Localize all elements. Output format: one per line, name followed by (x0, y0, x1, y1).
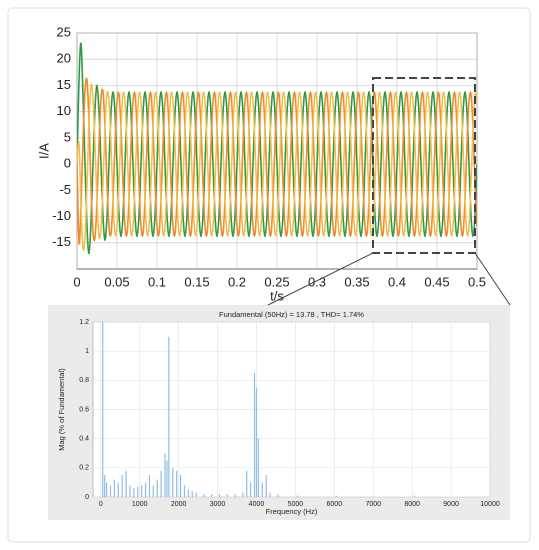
x-tick-label: 3000 (210, 501, 226, 508)
bar (133, 488, 135, 497)
fft-chart: 0 1000 2000 3000 4000 5000 6000 7000 8000 9000 100… (57, 310, 500, 516)
chart-title: Fundamental (50Hz) = 13.78 , THD= 1.74% (219, 310, 364, 319)
bar (113, 479, 116, 497)
bar (125, 470, 127, 497)
x-tick-label: 4000 (249, 501, 265, 508)
bar (156, 479, 158, 497)
x-tick-label: 0.4 (388, 274, 406, 289)
y-tick-label: 1.2 (79, 319, 89, 326)
bar (152, 485, 154, 497)
bar (148, 475, 151, 497)
bar (226, 494, 228, 497)
x-tick-label: 0.15 (184, 274, 209, 289)
bar (109, 485, 112, 497)
y-tick-label: 0.2 (79, 465, 89, 472)
y-tick-label: 10 (57, 103, 71, 118)
zoom-box (372, 77, 476, 254)
x-tick-label: 0.35 (344, 274, 369, 289)
y-tick-label: 0 (64, 156, 71, 171)
bar (179, 475, 182, 497)
x-tick-label: 7000 (365, 501, 381, 508)
bar (166, 460, 168, 497)
y-tick-label: -10 (52, 208, 71, 223)
y-tick-label: -5 (59, 182, 71, 197)
bar (277, 494, 279, 497)
y-tick-label: 1 (85, 348, 89, 355)
series-line (77, 77, 477, 245)
y-tick-label: -15 (52, 234, 71, 249)
bar (211, 494, 213, 497)
x-axis-label: Frequency (Hz) (266, 507, 318, 516)
bar (265, 475, 267, 497)
bar (257, 438, 260, 497)
y-tick-label: 25 (57, 24, 71, 39)
bar (269, 492, 271, 497)
x-tick-label: 0.05 (104, 274, 129, 289)
bar (413, 495, 415, 497)
frame (7, 7, 531, 543)
x-tick-label: 0.25 (264, 274, 289, 289)
zoom-connector (474, 252, 511, 306)
bar (102, 322, 104, 497)
x-tick-label: 1000 (132, 501, 148, 508)
x-tick-label: 0.3 (308, 274, 326, 289)
bar (172, 467, 174, 497)
x-tick-label: 2000 (171, 501, 187, 508)
top-chart: 0 0.05 0.1 0.15 0.2 0.25 0.3 0.35 0.4 0.45 0.5 -15 -… (36, 24, 486, 303)
bar (246, 470, 248, 497)
x-tick-label: 5000 (288, 501, 304, 508)
bar (234, 494, 236, 497)
bar (250, 482, 252, 497)
bar (121, 475, 123, 497)
bar (144, 482, 147, 497)
x-tick-label: 0 (99, 501, 103, 508)
bar (104, 475, 106, 497)
x-axis-label: t/s (270, 288, 284, 303)
y-tick-label: 0.8 (79, 377, 89, 384)
y-axis-label: Mag (% of Fundamental) (57, 368, 66, 451)
bar (176, 470, 178, 497)
bar (195, 492, 197, 497)
x-tick-label: 0 (73, 274, 80, 289)
bar (261, 482, 263, 497)
y-tick-label: 0.6 (79, 406, 89, 413)
bar (255, 387, 258, 497)
y-tick-label: 20 (57, 51, 71, 66)
bar (203, 494, 205, 497)
y-tick-label: 5 (64, 129, 71, 144)
x-tick-label: 6000 (327, 501, 343, 508)
x-tick-label: 0.2 (228, 274, 246, 289)
bar (183, 485, 186, 497)
bar (242, 492, 244, 497)
y-tick-label: 15 (57, 77, 71, 92)
x-tick-label: 0.45 (424, 274, 449, 289)
bar (137, 486, 139, 497)
bar (191, 491, 193, 497)
bar (253, 373, 256, 497)
series-line (77, 42, 477, 255)
bar (218, 494, 221, 497)
bar (187, 489, 189, 497)
bar (106, 482, 108, 497)
zoom-connector (267, 252, 374, 306)
y-tick-label: 0 (85, 494, 89, 501)
series-line (77, 83, 477, 251)
bar (296, 495, 298, 497)
bar (164, 453, 166, 497)
x-tick-label: 0.1 (148, 274, 166, 289)
y-tick-label: 0.4 (79, 436, 89, 443)
bar (141, 485, 143, 497)
bar (129, 485, 131, 497)
y-axis-label: I/A (36, 143, 51, 159)
x-tick-label: 8000 (404, 501, 420, 508)
bar (160, 470, 162, 497)
x-tick-label: 0.5 (468, 274, 486, 289)
bar (117, 482, 119, 497)
x-tick-label: 9000 (443, 501, 459, 508)
bar (335, 495, 337, 497)
bar (168, 336, 170, 497)
x-tick-label: 10000 (480, 501, 500, 508)
